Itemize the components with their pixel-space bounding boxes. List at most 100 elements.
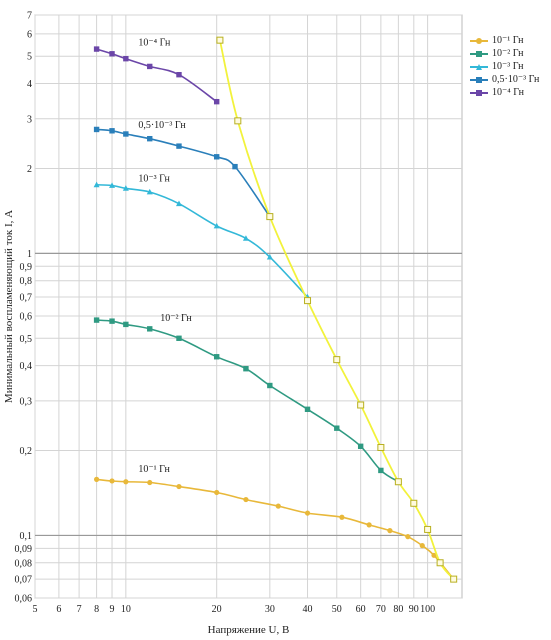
series-layer [93,36,458,583]
data-point [213,354,220,360]
series-0 [93,476,457,582]
series-3 [93,126,273,220]
x-tick-label: 8 [94,604,99,615]
data-point [242,235,249,241]
data-point [147,135,153,142]
y-tick-label: 3 [27,114,32,125]
data-point [387,528,393,534]
data-point [436,559,444,567]
y-tick-label: 0,9 [20,262,33,273]
x-tick-label: 50 [332,604,342,615]
data-point [213,154,220,160]
series-annotation: 10⁻² Гн [160,313,192,324]
series-annotation: 10⁻¹ Гн [138,464,170,475]
data-point [304,406,311,413]
legend-item: 0,5·10⁻³ Гн [470,73,539,86]
data-point [377,443,385,451]
y-tick-label: 0,2 [20,446,33,457]
data-point [147,326,153,332]
data-point [214,489,220,496]
data-point [394,478,402,486]
annotations: 10⁻⁴ Гн 0,5·10⁻³ Гн 10⁻³ Гн 10⁻² Гн 10⁻¹ Гн [138,38,192,475]
x-tick-label: 70 [376,604,386,615]
x-tick-label: 100 [420,604,435,615]
data-point [266,213,274,221]
data-point [410,499,418,507]
x-tick-label: 60 [356,604,366,615]
data-point [176,71,182,78]
data-point [109,318,115,324]
y-tick-label: 0,07 [15,575,33,586]
legend-label: 10⁻⁴ Гн [492,87,525,98]
y-tick-label: 0,08 [15,558,33,569]
y-tick-label: 0,4 [20,361,33,372]
y-tick-label: 1 [27,249,32,260]
series-annotation: 10⁻³ Гн [138,173,170,184]
legend-label: 0,5·10⁻³ Гн [492,74,540,85]
data-point [232,163,238,170]
legend-item: 10⁻³ Гн [470,60,539,73]
series-annotation: 0,5·10⁻³ Гн [138,120,186,131]
legend: 10⁻¹ Гн 10⁻² Гн 10⁻³ Гн 0,5·10⁻³ Гн 10⁻⁴ Гн [470,34,539,99]
legend-swatch [470,88,488,98]
y-tick-label: 2 [27,164,32,175]
legend-swatch [470,75,488,85]
data-point [450,575,458,583]
data-point [93,126,100,133]
x-tick-label: 90 [409,604,419,615]
x-tick-label: 80 [393,604,403,615]
data-point [109,51,115,57]
data-point [93,317,100,323]
data-point [122,185,129,191]
data-point [109,182,116,188]
x-tick-label: 30 [265,604,275,615]
x-tick-label: 7 [77,604,82,615]
series-line [96,478,455,580]
data-point [334,425,340,431]
y-tick-label: 0,8 [20,276,33,287]
data-point [304,510,311,516]
y-tick-label: 4 [27,79,32,90]
series-line [96,48,218,103]
data-point [93,476,100,482]
data-point [275,503,281,509]
data-point [339,514,345,520]
data-point [93,46,100,52]
series-2 [93,181,311,300]
series-5 [216,36,458,583]
data-point [431,552,437,558]
data-point [176,483,182,490]
data-point [419,543,425,549]
data-point [123,479,129,485]
x-tick-label: 5 [33,604,38,615]
legend-label: 10⁻¹ Гн [492,35,524,46]
data-point [216,36,224,44]
y-tick-label: 0,7 [20,293,33,304]
data-point [243,366,249,372]
y-tick-label: 0,6 [20,311,33,322]
legend-swatch [470,62,488,72]
y-tick-label: 0,1 [20,531,33,542]
y-tick-label: 6 [27,29,32,40]
data-point [266,253,273,260]
data-point [93,181,100,188]
grid [34,14,463,599]
legend-label: 10⁻² Гн [492,48,524,59]
x-axis-label: Напряжение U, В [208,624,290,636]
data-point [378,467,384,474]
data-point [176,335,182,341]
data-point [146,188,153,195]
data-point [267,382,273,389]
legend-item: 10⁻¹ Гн [470,34,539,47]
legend-item: 10⁻⁴ Гн [470,86,539,99]
data-point [405,534,411,540]
y-tick-label: 5 [27,52,32,63]
tick-labels: 5 6 7 8 9 10 20 30 40 50 60 70 80 90 100 0,06 0,07 0,08 0,… [15,11,436,616]
data-point [357,443,364,450]
data-point [424,525,432,533]
series-annotation: 10⁻⁴ Гн [138,38,171,49]
x-tick-label: 6 [56,604,61,615]
data-point [357,401,365,409]
data-point [304,297,312,305]
